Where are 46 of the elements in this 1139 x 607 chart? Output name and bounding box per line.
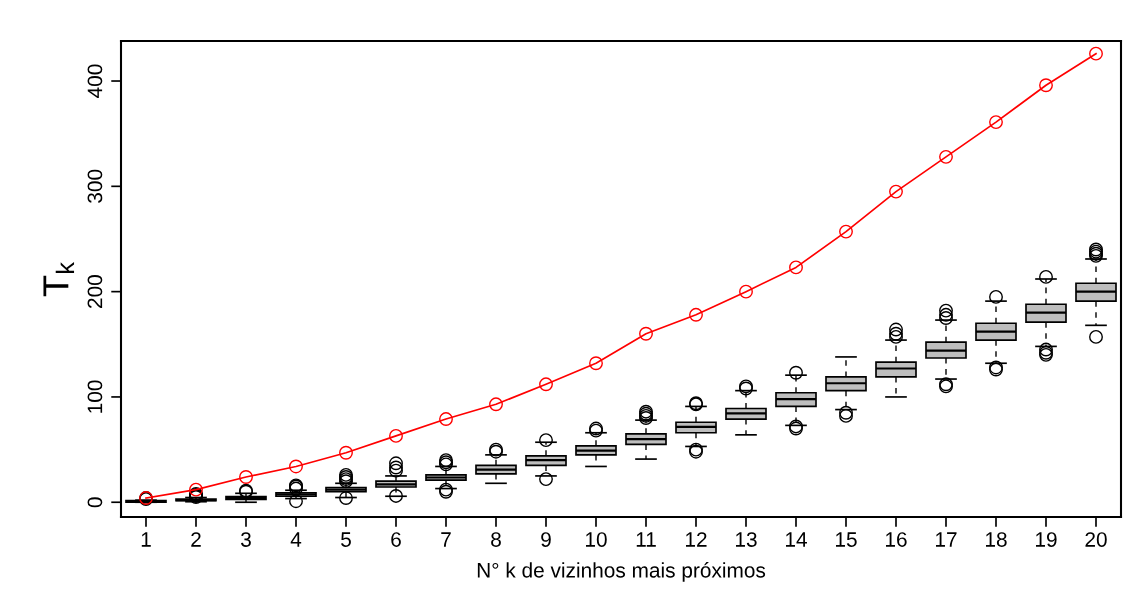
x-tick-label: 2 — [191, 532, 201, 547]
point — [789, 260, 803, 275]
x-tick-label: 1 — [141, 532, 151, 547]
point — [939, 149, 953, 164]
x-tick-label: 11 — [636, 532, 656, 547]
point — [1039, 78, 1053, 93]
x-tick-label: 6 — [391, 532, 401, 547]
x-tick-label: 12 — [686, 532, 707, 547]
point — [389, 428, 403, 443]
x-tick-label: 4 — [290, 532, 302, 547]
x-tick-label: 10 — [586, 532, 607, 547]
point — [189, 482, 203, 497]
point — [889, 184, 903, 199]
y-tick-label: 300 — [87, 169, 103, 203]
point — [489, 397, 503, 412]
x-tick-label: 18 — [986, 532, 1007, 547]
y-tick-label: 200 — [87, 275, 103, 308]
x-tick-label: 15 — [836, 532, 857, 547]
x-tick-label: 9 — [541, 532, 551, 547]
x-tick-label: 19 — [1036, 532, 1057, 547]
x-axis-title: N° k de vizinhos mais próximos — [477, 562, 766, 582]
y-tick-label: 400 — [87, 64, 103, 98]
x-tick-label: 5 — [341, 532, 351, 547]
y-axis-title: T$_{k}$ — [43, 261, 75, 297]
point — [439, 412, 453, 427]
point — [689, 307, 703, 322]
x-tick-label: 20 — [1085, 532, 1107, 547]
x-tick-label: 7 — [441, 532, 451, 547]
point — [1089, 46, 1103, 61]
x-tick-label: 14 — [786, 532, 807, 547]
point — [589, 356, 603, 371]
x-tick-label: 3 — [241, 532, 251, 547]
point — [239, 470, 253, 484]
y-tick-label: 100 — [87, 380, 103, 413]
x-tick-label: 17 — [936, 532, 957, 547]
point — [639, 326, 653, 341]
point — [289, 459, 303, 474]
point — [839, 224, 853, 239]
point — [739, 284, 753, 299]
x-tick-label: 8 — [491, 532, 501, 547]
point — [339, 445, 353, 460]
point — [539, 377, 553, 392]
point — [989, 115, 1003, 130]
y-tick-label: 0 — [87, 497, 103, 508]
x-tick-label: 16 — [886, 532, 907, 547]
x-tick-label: 13 — [736, 532, 757, 547]
